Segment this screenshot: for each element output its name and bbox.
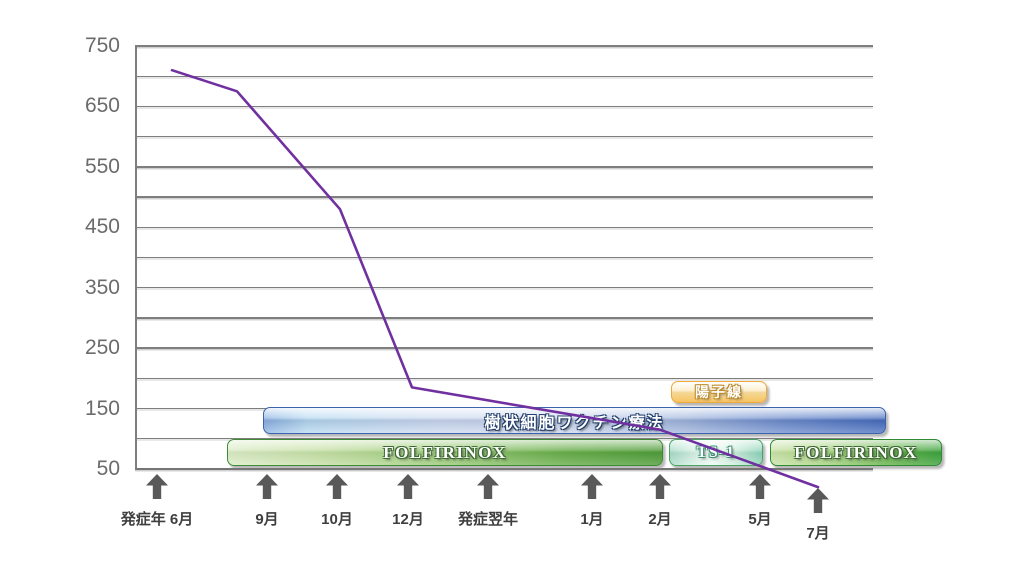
gridline-350: [135, 287, 873, 289]
y-axis-tick-label: 450: [84, 215, 120, 239]
event-arrow-icon: [649, 474, 671, 499]
gridline-400: [135, 256, 873, 259]
treatment-bar-folfirinox2: FOLFIRINOX: [770, 439, 942, 466]
y-axis-tick-label: 250: [84, 336, 120, 360]
event-arrow-icon: [581, 474, 603, 499]
y-axis-tick-label: 550: [84, 154, 120, 178]
x-axis-event-label: 1月: [580, 511, 604, 528]
treatment-bar-proton: 陽子線: [671, 381, 767, 403]
treatment-bar-label-vaccine: 樹状細胞ワクチン療法: [484, 414, 665, 432]
x-axis-event-label: 12月: [392, 511, 424, 528]
gridline-600: [135, 135, 873, 138]
gridline-750: [135, 45, 873, 47]
treatment-bar-folfirinox1: FOLFIRINOX: [227, 439, 663, 466]
y-axis-tick-label: 50: [96, 457, 120, 480]
y-axis-tick-label: 750: [84, 34, 120, 57]
treatment-bar-ts1: TS-1: [669, 439, 763, 466]
gridline-500: [135, 196, 873, 198]
x-axis-event-label: 発症翌年: [457, 511, 518, 528]
gridline-50: [135, 468, 873, 471]
y-axis-tick-label: 650: [84, 94, 120, 118]
event-arrow-icon: [326, 474, 348, 499]
treatment-bar-label-ts1: TS-1: [696, 443, 736, 461]
event-arrow-icon: [397, 474, 419, 499]
y-axis-tick-label: 150: [84, 396, 120, 420]
x-axis-event-label: 2月: [648, 511, 672, 528]
event-arrow-icon: [256, 474, 278, 499]
gridline-550: [135, 166, 873, 168]
gridline-250: [135, 347, 873, 349]
x-axis-event-label: 10月: [321, 511, 353, 528]
gridline-200: [135, 377, 873, 380]
gridline-650: [135, 105, 873, 108]
x-axis-event-label: 7月: [806, 525, 830, 542]
gridline-450: [135, 226, 873, 228]
treatment-bar-label-folfirinox2: FOLFIRINOX: [794, 442, 918, 462]
gridline-700: [135, 75, 873, 77]
x-axis-event-label: 5月: [748, 511, 772, 528]
treatment-bar-vaccine: 樹状細胞ワクチン療法: [263, 407, 886, 434]
event-arrow-icon: [807, 488, 829, 513]
event-arrow-icon: [477, 474, 499, 499]
y-axis-line: [135, 46, 137, 469]
gridline-300: [135, 317, 873, 319]
treatment-bar-label-proton: 陽子線: [695, 386, 743, 401]
y-axis-tick-label: 350: [84, 275, 120, 299]
x-axis-event-label: 9月: [255, 511, 279, 528]
x-axis-event-label: 発症年 6月: [120, 511, 194, 528]
treatment-bar-label-folfirinox1: FOLFIRINOX: [383, 442, 507, 462]
event-arrow-icon: [749, 474, 771, 499]
event-arrow-icon: [146, 474, 168, 499]
